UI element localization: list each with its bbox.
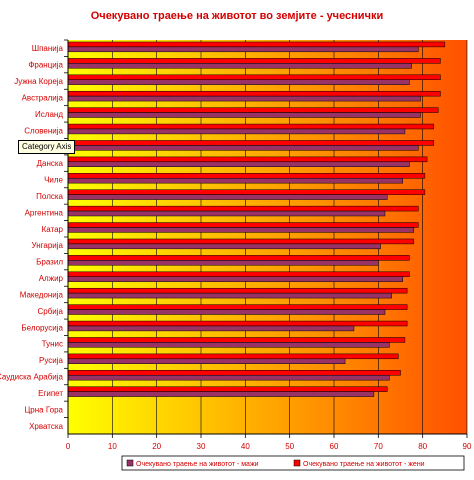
category-label: Австралија bbox=[22, 93, 64, 102]
plot-area bbox=[68, 40, 467, 434]
x-tick-label: 70 bbox=[374, 442, 383, 451]
bar-male bbox=[67, 342, 390, 348]
category-label: Франција bbox=[28, 61, 63, 70]
category-label: Шпанија bbox=[32, 44, 64, 53]
x-tick-label: 50 bbox=[285, 442, 294, 451]
category-label: Србија bbox=[37, 307, 63, 316]
category-label: Саудиска Арабија bbox=[0, 373, 64, 382]
category-label: Чиле bbox=[44, 176, 63, 185]
bar-male bbox=[67, 325, 355, 332]
category-label: Словенија bbox=[24, 126, 63, 135]
legend-label: Очекувано траење на животот - мажи bbox=[136, 461, 259, 468]
bar-female bbox=[67, 107, 439, 113]
bar-female bbox=[67, 173, 426, 179]
bar-female bbox=[67, 123, 434, 130]
x-tick-label: 90 bbox=[463, 442, 472, 451]
bar-female bbox=[67, 156, 428, 163]
category-axis-tooltip: Category Axis bbox=[18, 140, 76, 154]
category-label: Катар bbox=[42, 225, 64, 234]
legend-swatch bbox=[126, 459, 134, 467]
category-label: Полска bbox=[36, 192, 63, 201]
x-tick-label: 10 bbox=[108, 442, 117, 451]
bar-male bbox=[67, 243, 381, 250]
x-tick-label: 20 bbox=[152, 442, 161, 451]
bar-male bbox=[67, 112, 421, 118]
bar-female bbox=[67, 41, 446, 48]
legend bbox=[121, 455, 465, 471]
category-label: Данска bbox=[37, 159, 64, 168]
bar-female bbox=[67, 271, 410, 277]
bar-female bbox=[67, 386, 388, 392]
category-label: Унгарија bbox=[32, 241, 64, 250]
category-label: Русија bbox=[39, 356, 63, 365]
x-tick-label: 80 bbox=[418, 442, 427, 451]
bar-female bbox=[67, 370, 401, 376]
x-tick-label: 30 bbox=[197, 442, 206, 451]
bar-female bbox=[67, 320, 408, 327]
bar-male bbox=[67, 309, 386, 315]
bar-male bbox=[67, 79, 410, 85]
bar-male bbox=[67, 128, 406, 135]
bar-male bbox=[67, 46, 419, 53]
bar-male bbox=[67, 194, 388, 200]
category-label: Црна Гора bbox=[24, 405, 63, 414]
bar-male bbox=[67, 292, 392, 299]
legend-label: Очекувано траење на животот - жени bbox=[303, 461, 425, 468]
bar-female bbox=[67, 90, 441, 97]
category-label: Македонија bbox=[20, 290, 64, 299]
bar-female bbox=[67, 287, 408, 294]
category-label: Бразил bbox=[36, 258, 63, 267]
bar-female bbox=[67, 353, 399, 360]
bar-female bbox=[67, 238, 415, 245]
bar-female bbox=[67, 255, 410, 261]
bar-male bbox=[67, 391, 375, 397]
category-label: Белорусија bbox=[21, 323, 63, 332]
bar-male bbox=[67, 63, 412, 69]
bar-female bbox=[67, 222, 419, 228]
legend-swatch bbox=[293, 459, 301, 467]
bar-female bbox=[67, 337, 406, 343]
category-label: Тунис bbox=[42, 340, 63, 349]
chart-title: Очекувано траење на животот во земјите -… bbox=[90, 10, 384, 22]
bar-male bbox=[67, 358, 346, 364]
bar-male bbox=[67, 227, 415, 233]
category-label: Египет bbox=[38, 389, 63, 398]
bar-male bbox=[67, 260, 379, 266]
bar-male bbox=[67, 161, 410, 167]
bar-male bbox=[67, 95, 421, 102]
bar-male bbox=[67, 276, 403, 282]
bar-female bbox=[67, 140, 434, 146]
category-label: Аргентина bbox=[25, 208, 64, 217]
bar-female bbox=[67, 58, 441, 64]
bar-female bbox=[67, 304, 408, 310]
bar-female bbox=[67, 205, 419, 212]
x-tick-label: 0 bbox=[66, 442, 71, 451]
category-label: Јужна Кореја bbox=[14, 77, 63, 86]
bar-male bbox=[67, 145, 419, 151]
x-tick-label: 60 bbox=[330, 442, 339, 451]
bar-female bbox=[67, 189, 426, 195]
bar-male bbox=[67, 210, 386, 217]
bar-male bbox=[67, 374, 390, 381]
x-tick-label: 40 bbox=[241, 442, 250, 451]
category-label: Алжир bbox=[39, 274, 64, 283]
bar-female bbox=[67, 74, 441, 80]
category-label: Исланд bbox=[35, 110, 63, 119]
bar-male bbox=[67, 177, 403, 184]
category-label: Хрватска bbox=[29, 422, 63, 431]
